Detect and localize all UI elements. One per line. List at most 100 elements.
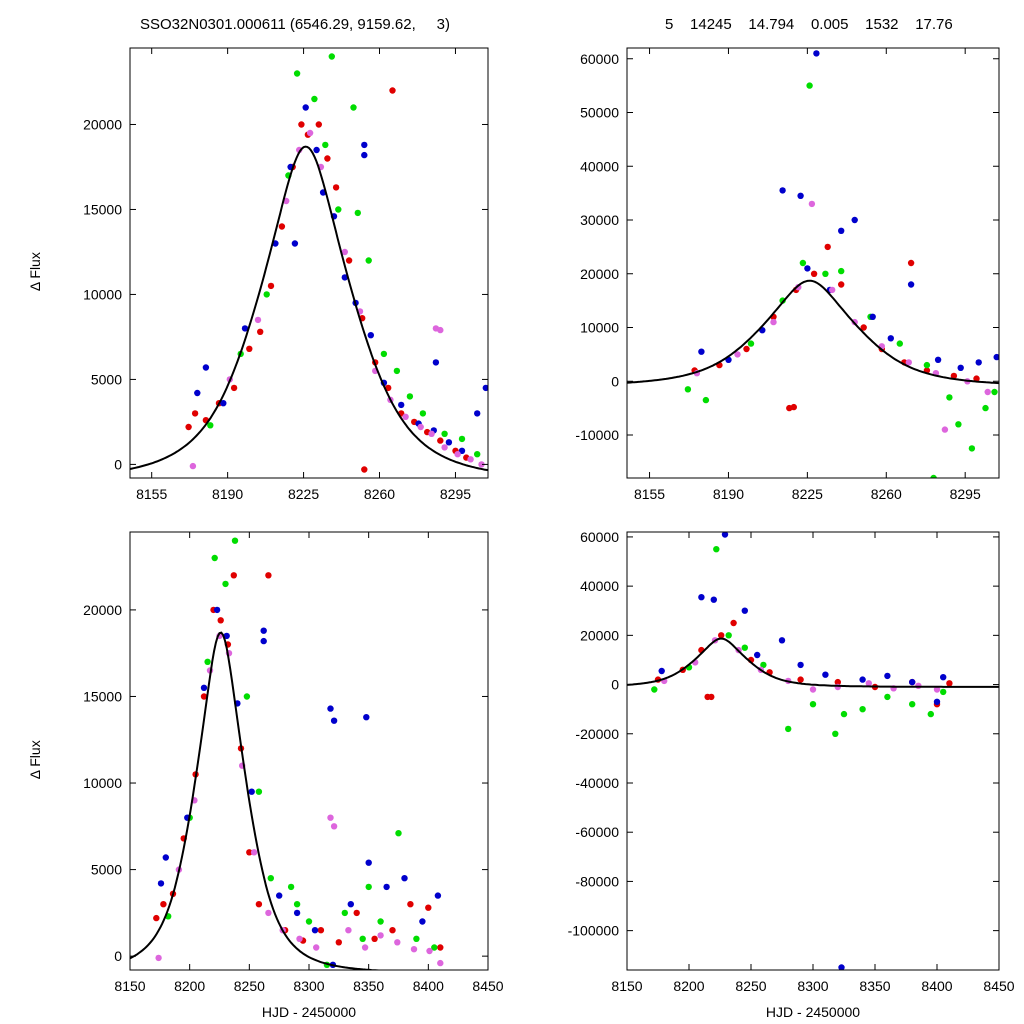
data-point-green xyxy=(760,661,767,669)
data-point-red xyxy=(160,901,167,908)
data-point-red xyxy=(718,632,725,639)
data-point-blue xyxy=(482,384,488,392)
data-point-green xyxy=(255,788,263,795)
data-point-blue xyxy=(241,325,249,332)
data-point-green xyxy=(982,404,989,412)
data-point-green xyxy=(458,435,466,443)
data-point-green xyxy=(713,546,720,553)
data-point-blue xyxy=(330,717,338,724)
data-point-blue xyxy=(721,532,729,538)
data-point-green xyxy=(393,367,401,375)
data-point-green xyxy=(413,935,420,942)
data-point-blue xyxy=(313,146,320,154)
data-point-blue xyxy=(248,788,255,795)
x-tick-label: 8200 xyxy=(673,978,704,994)
data-point-blue xyxy=(957,364,964,371)
data-point-violet xyxy=(441,444,448,451)
y-tick-label: 40000 xyxy=(580,578,619,594)
x-axis-label: HJD - 2450000 xyxy=(766,1004,860,1020)
panel-top-left: 8155 8190 8225 8260 8295 0 5000 10000 15000 20000… xyxy=(27,47,489,502)
data-point-red xyxy=(437,944,444,951)
plot-frame xyxy=(626,47,1000,479)
chart-title-right: 5 14245 14.794 0.005 1532 17.76 xyxy=(665,16,953,33)
y-tick-label: 10000 xyxy=(83,286,122,302)
data-point-blue xyxy=(260,637,267,645)
x-tick-label: 8400 xyxy=(921,978,952,994)
data-point-violet xyxy=(313,944,320,951)
data-point-green xyxy=(940,688,947,696)
y-tick-label: 0 xyxy=(611,373,619,389)
data-point-blue xyxy=(698,348,705,355)
data-point-green xyxy=(311,95,318,103)
data-point-green xyxy=(293,901,301,908)
data-point-violet xyxy=(941,426,949,433)
data-point-green xyxy=(207,422,214,429)
data-point-green xyxy=(968,445,976,452)
y-axis-label: Δ Flux xyxy=(27,740,43,779)
data-point-green xyxy=(267,875,274,882)
data-point-green xyxy=(231,537,239,544)
data-point-violet xyxy=(394,939,401,946)
y-tick-label: -80000 xyxy=(575,873,619,889)
data-point-blue xyxy=(276,892,283,899)
data-point-green xyxy=(263,291,270,298)
data-point-red xyxy=(730,619,737,627)
data-point-green xyxy=(822,270,829,277)
data-point-green xyxy=(395,830,402,837)
data-point-green xyxy=(377,918,384,925)
data-point-green xyxy=(441,430,448,437)
data-point-blue xyxy=(432,359,440,366)
data-point-violet xyxy=(984,388,991,396)
data-point-green xyxy=(785,725,792,733)
data-point-blue xyxy=(754,651,761,659)
x-tick-label: 8350 xyxy=(353,978,384,994)
data-point-green xyxy=(909,701,916,708)
data-point-red xyxy=(230,384,238,392)
data-point-blue xyxy=(859,676,866,683)
x-tick-label: 8225 xyxy=(792,486,823,502)
data-point-violet xyxy=(341,248,348,256)
x-tick-label: 8450 xyxy=(472,978,503,994)
data-point-blue xyxy=(363,714,370,721)
data-point-red xyxy=(265,572,272,579)
data-point-green xyxy=(884,693,891,701)
data-point-blue xyxy=(934,356,942,363)
data-point-red xyxy=(907,259,915,267)
data-point-blue xyxy=(223,632,230,640)
data-point-red xyxy=(790,403,797,411)
data-point-violet xyxy=(417,423,424,431)
y-tick-label: 0 xyxy=(611,677,619,693)
data-point-red xyxy=(708,693,715,701)
data-point-blue xyxy=(347,901,354,908)
y-tick-label: 15000 xyxy=(83,688,122,704)
data-point-red xyxy=(810,270,818,277)
data-point-blue xyxy=(884,672,891,680)
data-point-green xyxy=(474,451,481,458)
data-point-blue xyxy=(804,265,811,272)
data-point-violet xyxy=(155,954,162,962)
y-tick-label: 15000 xyxy=(83,201,122,217)
y-tick-label: 60000 xyxy=(580,529,619,545)
x-tick-label: 8225 xyxy=(288,486,319,502)
data-point-green xyxy=(946,394,953,401)
data-point-violet xyxy=(254,316,262,324)
data-point-red xyxy=(217,617,224,624)
model-curve xyxy=(627,637,999,688)
data-point-violet xyxy=(734,351,741,358)
data-point-blue xyxy=(162,854,169,861)
data-point-violet xyxy=(426,947,433,955)
y-tick-label: -10000 xyxy=(575,427,619,443)
data-point-violet xyxy=(478,461,485,468)
data-point-red xyxy=(361,466,368,473)
data-point-blue xyxy=(361,141,368,149)
data-point-blue xyxy=(213,606,221,614)
data-point-blue xyxy=(741,607,748,614)
data-point-violet xyxy=(189,462,197,470)
data-point-green xyxy=(838,267,845,275)
data-point-green xyxy=(651,686,658,693)
chart-title-left: SSO32N0301.000611 (6546.29, 9159.62, 3) xyxy=(140,16,450,33)
data-point-green xyxy=(896,340,903,347)
data-point-red xyxy=(324,155,331,162)
data-point-green xyxy=(747,340,755,347)
y-tick-label: -60000 xyxy=(575,824,619,840)
